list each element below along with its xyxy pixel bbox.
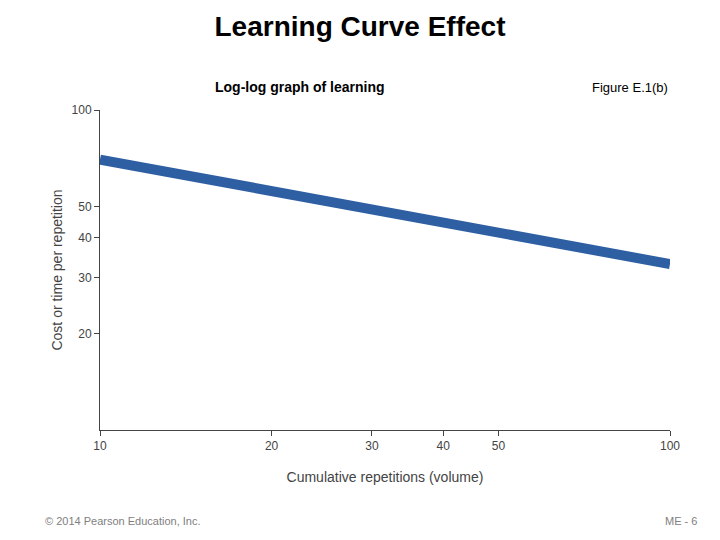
svg-text:50: 50: [78, 200, 92, 214]
svg-text:50: 50: [492, 439, 506, 453]
svg-text:Log-log graph of learning: Log-log graph of learning: [215, 79, 385, 95]
svg-text:© 2014 Pearson Education, Inc.: © 2014 Pearson Education, Inc.: [45, 515, 200, 527]
svg-text:Figure E.1(b): Figure E.1(b): [592, 80, 668, 95]
svg-text:40: 40: [436, 439, 450, 453]
svg-text:Learning Curve Effect: Learning Curve Effect: [215, 11, 506, 42]
svg-text:Cost or time per repetition: Cost or time per repetition: [49, 189, 65, 350]
svg-text:20: 20: [78, 327, 92, 341]
svg-text:ME - 6: ME - 6: [665, 515, 697, 527]
svg-text:100: 100: [72, 103, 92, 117]
svg-text:20: 20: [265, 439, 279, 453]
svg-text:10: 10: [93, 439, 107, 453]
svg-text:100: 100: [660, 439, 680, 453]
svg-text:30: 30: [78, 271, 92, 285]
svg-text:30: 30: [365, 439, 379, 453]
svg-text:Cumulative repetitions (volume: Cumulative repetitions (volume): [287, 469, 484, 485]
svg-text:40: 40: [78, 231, 92, 245]
